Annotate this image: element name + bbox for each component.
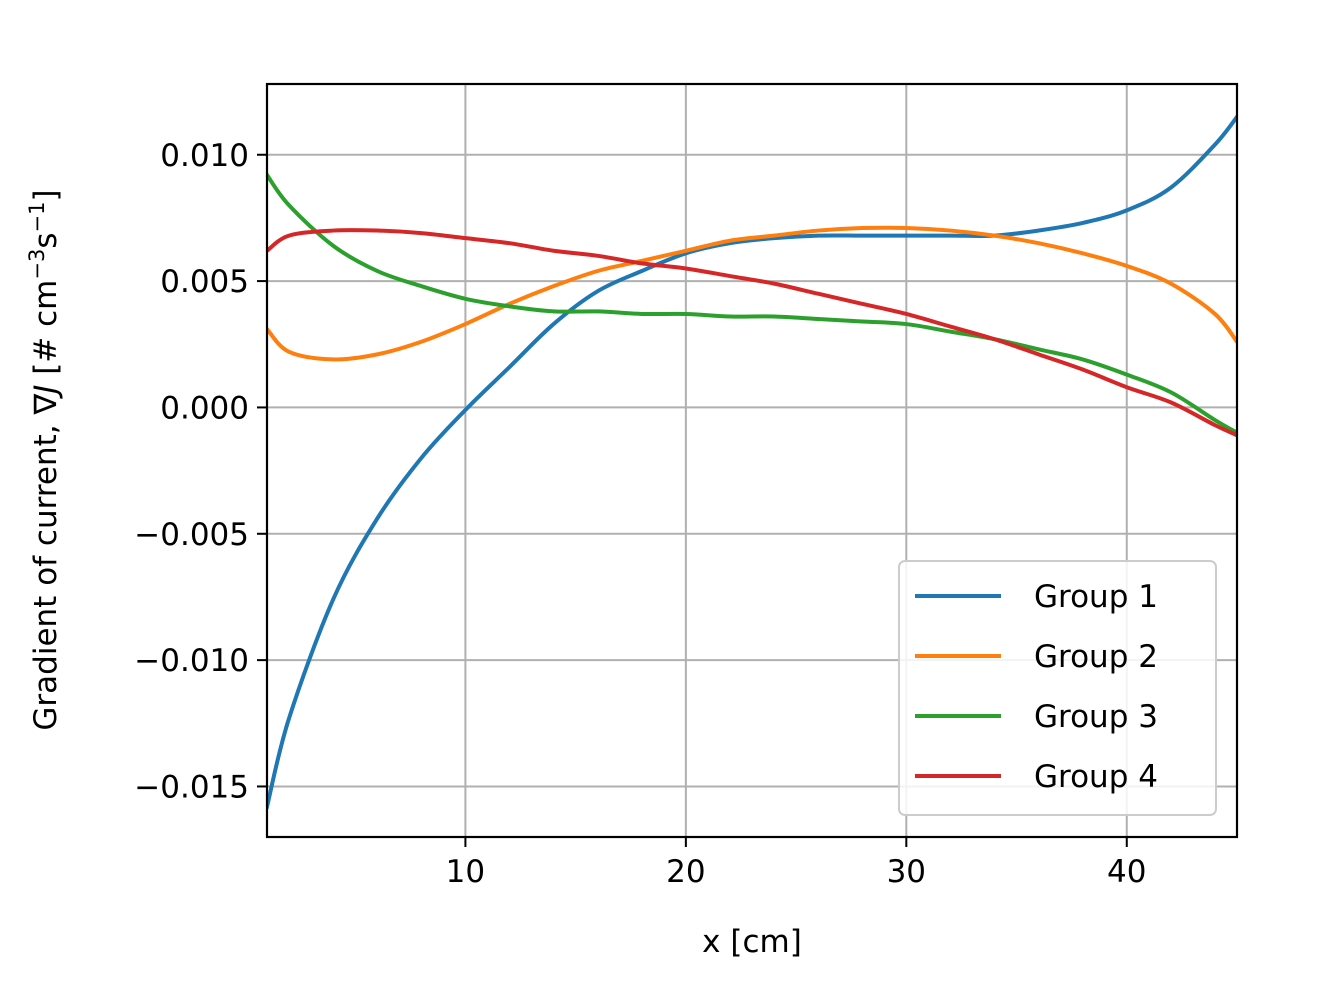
y-axis-label-exponent-1: −3 [25,249,49,280]
legend-label: Group 3 [1034,699,1158,735]
x-tick-label: 40 [1107,854,1146,890]
legend: Group 1 Group 2 Group 3 Group 4 [898,560,1217,816]
series-line-group-4 [267,228,1237,438]
ticks: 10 20 30 40 −0.015 −0.010 −0.005 0.000 0.005 0.01… [134,138,1146,890]
legend-label: Group 1 [1034,579,1158,615]
series-line-group-3 [267,172,1237,436]
y-tick-label: 0.010 [160,138,249,174]
legend-box [898,560,1217,816]
y-axis-label-exponent-2: −1 [25,202,49,233]
y-tick-label: −0.015 [134,769,249,805]
grid [267,84,1237,837]
series-line-group-2 [267,225,1237,362]
x-tick-label: 10 [446,854,485,890]
y-tick-label: 0.000 [160,390,249,426]
x-axis-label: x [cm] [702,924,802,960]
x-tick-label: 30 [887,854,926,890]
y-axis-label-unit-close: ] [28,189,64,201]
x-tick-label: 20 [666,854,705,890]
y-axis-label-symbol: ∇J [28,385,64,416]
y-axis-label: Gradient of current, ∇J [# cm−3s−1] [25,189,64,730]
y-axis-label-prefix: Gradient of current, [28,415,64,731]
axes-frame [265,82,1239,839]
series-line-group-1 [267,114,1237,810]
y-tick-label: 0.005 [160,264,249,300]
series-lines [267,114,1237,810]
y-tick-label: −0.005 [134,517,249,553]
y-axis-label-unit-mid: s [28,232,64,248]
y-axis-label-unit-open: [# cm [28,280,64,385]
legend-label: Group 4 [1034,759,1158,795]
legend-label: Group 2 [1034,639,1158,675]
y-tick-label: −0.010 [134,643,249,679]
